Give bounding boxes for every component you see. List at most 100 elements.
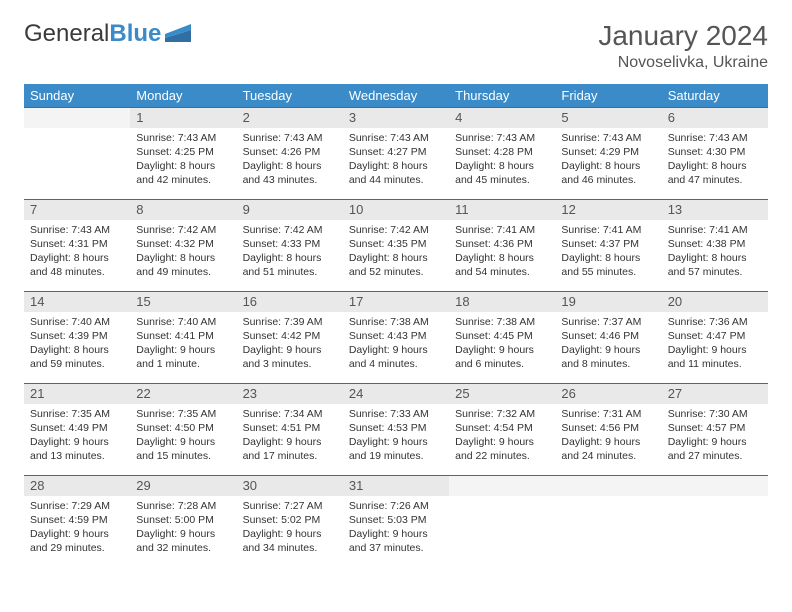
day-number: 3 [343,108,449,128]
day-header: Thursday [449,84,555,108]
day-cell: Sunrise: 7:41 AMSunset: 4:38 PMDaylight:… [662,220,768,292]
day-cell [555,496,661,568]
daylight-text: Daylight: 9 hours and 37 minutes. [349,527,443,555]
sunset-text: Sunset: 4:27 PM [349,145,443,159]
sunset-text: Sunset: 4:45 PM [455,329,549,343]
sunrise-text: Sunrise: 7:32 AM [455,407,549,421]
day-content-row: Sunrise: 7:29 AMSunset: 4:59 PMDaylight:… [24,496,768,568]
day-cell [24,128,130,200]
day-content-row: Sunrise: 7:35 AMSunset: 4:49 PMDaylight:… [24,404,768,476]
sunset-text: Sunset: 4:53 PM [349,421,443,435]
daylight-text: Daylight: 8 hours and 46 minutes. [561,159,655,187]
day-number: 8 [130,200,236,220]
day-cell: Sunrise: 7:36 AMSunset: 4:47 PMDaylight:… [662,312,768,384]
day-number: 15 [130,292,236,312]
day-header: Sunday [24,84,130,108]
sunrise-text: Sunrise: 7:38 AM [455,315,549,329]
daylight-text: Daylight: 9 hours and 6 minutes. [455,343,549,371]
daylight-text: Daylight: 9 hours and 27 minutes. [668,435,762,463]
day-number [555,476,661,496]
day-number: 7 [24,200,130,220]
daylight-text: Daylight: 8 hours and 44 minutes. [349,159,443,187]
daylight-text: Daylight: 9 hours and 17 minutes. [243,435,337,463]
daylight-text: Daylight: 8 hours and 43 minutes. [243,159,337,187]
day-content-row: Sunrise: 7:43 AMSunset: 4:25 PMDaylight:… [24,128,768,200]
sunset-text: Sunset: 4:50 PM [136,421,230,435]
day-cell: Sunrise: 7:38 AMSunset: 4:43 PMDaylight:… [343,312,449,384]
day-content-row: Sunrise: 7:43 AMSunset: 4:31 PMDaylight:… [24,220,768,292]
sunset-text: Sunset: 4:56 PM [561,421,655,435]
sunrise-text: Sunrise: 7:36 AM [668,315,762,329]
day-number: 17 [343,292,449,312]
sunrise-text: Sunrise: 7:26 AM [349,499,443,513]
day-cell: Sunrise: 7:41 AMSunset: 4:36 PMDaylight:… [449,220,555,292]
sunset-text: Sunset: 4:47 PM [668,329,762,343]
daylight-text: Daylight: 9 hours and 13 minutes. [30,435,124,463]
day-cell: Sunrise: 7:30 AMSunset: 4:57 PMDaylight:… [662,404,768,476]
day-number: 21 [24,384,130,404]
sunset-text: Sunset: 5:02 PM [243,513,337,527]
day-cell: Sunrise: 7:42 AMSunset: 4:33 PMDaylight:… [237,220,343,292]
sunrise-text: Sunrise: 7:43 AM [561,131,655,145]
day-number: 27 [662,384,768,404]
day-cell: Sunrise: 7:42 AMSunset: 4:32 PMDaylight:… [130,220,236,292]
day-number-row: 14151617181920 [24,292,768,312]
day-cell: Sunrise: 7:28 AMSunset: 5:00 PMDaylight:… [130,496,236,568]
day-number: 18 [449,292,555,312]
daylight-text: Daylight: 9 hours and 24 minutes. [561,435,655,463]
day-number: 28 [24,476,130,496]
day-number: 19 [555,292,661,312]
daylight-text: Daylight: 8 hours and 42 minutes. [136,159,230,187]
day-cell: Sunrise: 7:42 AMSunset: 4:35 PMDaylight:… [343,220,449,292]
sunset-text: Sunset: 4:30 PM [668,145,762,159]
day-header: Tuesday [237,84,343,108]
title-block: January 2024 Novoselivka, Ukraine [598,20,768,72]
day-header: Wednesday [343,84,449,108]
day-cell: Sunrise: 7:43 AMSunset: 4:25 PMDaylight:… [130,128,236,200]
sunrise-text: Sunrise: 7:41 AM [455,223,549,237]
day-number: 12 [555,200,661,220]
day-number [662,476,768,496]
sunset-text: Sunset: 4:31 PM [30,237,124,251]
sunrise-text: Sunrise: 7:41 AM [561,223,655,237]
day-cell: Sunrise: 7:43 AMSunset: 4:27 PMDaylight:… [343,128,449,200]
sunset-text: Sunset: 4:41 PM [136,329,230,343]
day-cell: Sunrise: 7:26 AMSunset: 5:03 PMDaylight:… [343,496,449,568]
day-number: 26 [555,384,661,404]
sunset-text: Sunset: 4:26 PM [243,145,337,159]
day-number: 29 [130,476,236,496]
daylight-text: Daylight: 9 hours and 1 minute. [136,343,230,371]
day-cell: Sunrise: 7:39 AMSunset: 4:42 PMDaylight:… [237,312,343,384]
sunrise-text: Sunrise: 7:43 AM [243,131,337,145]
sunrise-text: Sunrise: 7:31 AM [561,407,655,421]
daylight-text: Daylight: 9 hours and 3 minutes. [243,343,337,371]
daylight-text: Daylight: 8 hours and 47 minutes. [668,159,762,187]
sunset-text: Sunset: 4:49 PM [30,421,124,435]
day-number: 16 [237,292,343,312]
day-cell: Sunrise: 7:43 AMSunset: 4:28 PMDaylight:… [449,128,555,200]
sunset-text: Sunset: 4:25 PM [136,145,230,159]
day-number: 6 [662,108,768,128]
sunset-text: Sunset: 4:51 PM [243,421,337,435]
sunset-text: Sunset: 4:57 PM [668,421,762,435]
daylight-text: Daylight: 8 hours and 54 minutes. [455,251,549,279]
sunrise-text: Sunrise: 7:40 AM [30,315,124,329]
day-number: 30 [237,476,343,496]
header: GeneralBlue January 2024 Novoselivka, Uk… [24,20,768,72]
daylight-text: Daylight: 9 hours and 22 minutes. [455,435,549,463]
daylight-text: Daylight: 9 hours and 8 minutes. [561,343,655,371]
sunset-text: Sunset: 5:03 PM [349,513,443,527]
day-cell: Sunrise: 7:27 AMSunset: 5:02 PMDaylight:… [237,496,343,568]
sunrise-text: Sunrise: 7:29 AM [30,499,124,513]
daylight-text: Daylight: 9 hours and 29 minutes. [30,527,124,555]
sunset-text: Sunset: 4:54 PM [455,421,549,435]
day-cell: Sunrise: 7:35 AMSunset: 4:50 PMDaylight:… [130,404,236,476]
sunset-text: Sunset: 4:43 PM [349,329,443,343]
sunrise-text: Sunrise: 7:38 AM [349,315,443,329]
sunrise-text: Sunrise: 7:27 AM [243,499,337,513]
day-header: Monday [130,84,236,108]
sunrise-text: Sunrise: 7:34 AM [243,407,337,421]
day-cell: Sunrise: 7:33 AMSunset: 4:53 PMDaylight:… [343,404,449,476]
sunset-text: Sunset: 4:46 PM [561,329,655,343]
sunrise-text: Sunrise: 7:42 AM [243,223,337,237]
